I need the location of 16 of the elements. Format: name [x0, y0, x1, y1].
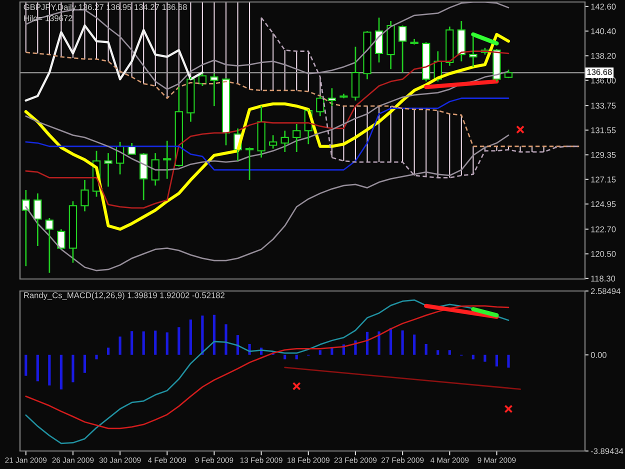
y-tick-label: -3.89434 — [590, 448, 624, 454]
y-tick-label: 138.20 — [591, 52, 616, 59]
y-tick-label: 127.15 — [591, 176, 616, 182]
y-tick-label: 131.55 — [591, 127, 616, 134]
chart-title: Randy_Cs_MACD(12,26,9) 1.39819 1.92002 -0.52182 — [24, 292, 224, 300]
y-tick-label: 122.70 — [591, 226, 616, 232]
y-tick-label: 124.95 — [591, 201, 616, 208]
y-tick-label: 133.75 — [591, 102, 616, 109]
y-tick-label: 142.60 — [591, 4, 616, 10]
ref-line-label: 136.68 — [587, 69, 612, 75]
y-tick-label: 140.40 — [591, 28, 616, 34]
y-tick-label: 129.35 — [591, 152, 616, 158]
y-tick-label: 0.00 — [590, 352, 606, 358]
y-tick-label: 120.50 — [591, 251, 616, 257]
y-tick-label: 2.58494 — [590, 288, 620, 294]
y-tick-label: 118.30 — [591, 276, 616, 282]
